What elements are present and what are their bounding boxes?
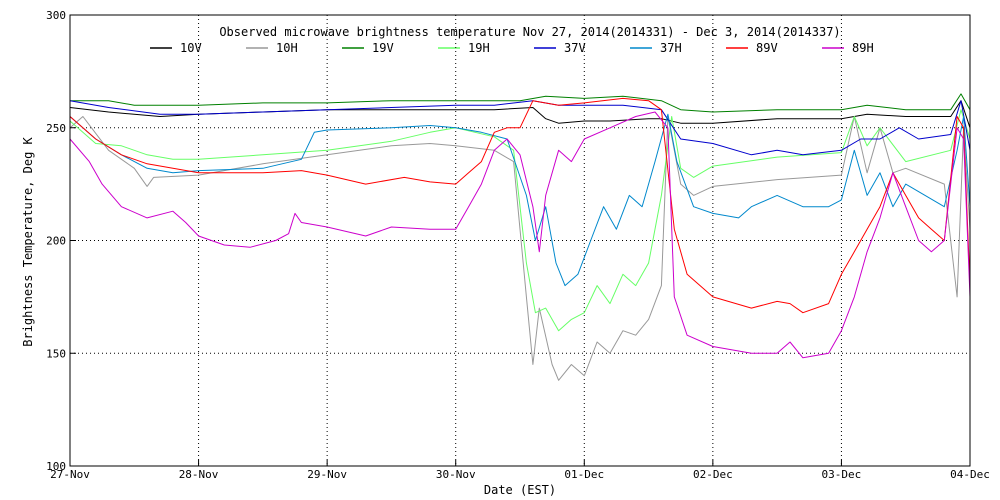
- x-tick-label: 03-Dec: [822, 468, 862, 481]
- y-tick-label: 100: [46, 460, 66, 473]
- y-tick-label: 150: [46, 347, 66, 360]
- axis-ticks: 27-Nov 28-Nov 29-Nov 30-Nov 01-Dec 02-Dec 03-D…: [46, 9, 990, 481]
- x-tick-label: 29-Nov: [307, 468, 347, 481]
- x-axis-title: Date (EST): [484, 483, 556, 497]
- series-line-10h: [69, 116, 971, 381]
- legend: 10V 10H 19V 19H 37V 37H 89V 89H: [150, 41, 874, 55]
- y-axis-title: Brightness Temperature, Deg K: [21, 136, 35, 346]
- y-tick-label: 200: [46, 235, 66, 248]
- legend-label-89v: 89V: [756, 41, 778, 55]
- legend-label-37v: 37V: [564, 41, 586, 55]
- x-tick-label: 30-Nov: [436, 468, 476, 481]
- series-line-89v: [69, 97, 971, 314]
- series-line-89h: [69, 111, 971, 359]
- x-tick-label: 04-Dec: [950, 468, 990, 481]
- legend-label-37h: 37H: [660, 41, 682, 55]
- legend-label-19v: 19V: [372, 41, 394, 55]
- x-tick-label: 27-Nov: [50, 468, 90, 481]
- legend-label-89h: 89H: [852, 41, 874, 55]
- legend-label-10h: 10H: [276, 41, 298, 55]
- legend-label-19h: 19H: [468, 41, 490, 55]
- y-tick-label: 250: [46, 122, 66, 135]
- grid: [70, 15, 970, 466]
- x-tick-label: 02-Dec: [693, 468, 733, 481]
- series-line-37h: [69, 113, 971, 287]
- series-layer: [69, 93, 971, 381]
- series-line-19h: [69, 109, 971, 332]
- x-tick-label: 01-Dec: [564, 468, 604, 481]
- series-line-19v: [70, 93, 971, 113]
- legend-label-10v: 10V: [180, 41, 202, 55]
- x-tick-label: 28-Nov: [179, 468, 219, 481]
- chart-title: Observed microwave brightness temperatur…: [219, 25, 840, 39]
- y-tick-label: 300: [46, 9, 66, 22]
